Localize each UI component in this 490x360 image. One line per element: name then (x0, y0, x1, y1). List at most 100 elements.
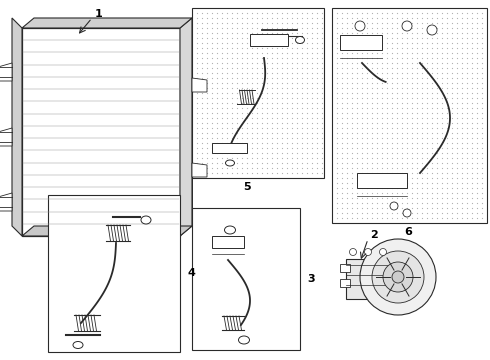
Point (358, 180, 366, 186)
Point (448, 155, 456, 161)
Point (218, 120, 226, 126)
Point (468, 165, 476, 171)
Point (478, 65, 486, 71)
Point (353, 115, 361, 121)
Point (273, 75, 281, 81)
Point (448, 130, 456, 136)
Point (343, 170, 351, 176)
Point (198, 165, 206, 171)
Point (208, 125, 216, 131)
Point (233, 10, 241, 16)
Point (233, 40, 241, 46)
Point (233, 25, 241, 31)
Point (338, 90, 346, 96)
Point (333, 100, 341, 106)
Point (293, 45, 301, 51)
Point (458, 85, 466, 91)
Point (438, 35, 446, 41)
Point (263, 15, 271, 21)
Point (463, 40, 471, 46)
Point (288, 60, 296, 66)
Point (288, 165, 296, 171)
Point (358, 205, 366, 211)
Point (273, 135, 281, 141)
Point (343, 35, 351, 41)
Point (268, 20, 276, 26)
Point (253, 155, 261, 161)
Polygon shape (22, 226, 192, 236)
Point (308, 170, 316, 176)
Point (223, 85, 231, 91)
Point (358, 185, 366, 191)
Point (263, 165, 271, 171)
Point (358, 70, 366, 76)
Point (298, 45, 306, 51)
Bar (340, 264, 350, 272)
Point (478, 95, 486, 101)
Point (378, 15, 386, 21)
Ellipse shape (73, 342, 83, 348)
Point (343, 190, 351, 196)
Point (403, 165, 411, 171)
Point (248, 85, 256, 91)
Point (393, 60, 401, 66)
Point (193, 100, 201, 106)
Point (213, 65, 221, 71)
Point (453, 150, 461, 156)
Point (238, 130, 246, 136)
Point (403, 125, 411, 131)
Point (368, 100, 376, 106)
Point (433, 205, 441, 211)
Point (458, 30, 466, 36)
Point (333, 80, 341, 86)
Point (313, 140, 321, 146)
Point (403, 140, 411, 146)
Point (438, 80, 446, 86)
Point (308, 140, 316, 146)
Text: 4: 4 (187, 269, 195, 279)
Point (418, 155, 426, 161)
Point (453, 105, 461, 111)
Point (433, 10, 441, 16)
Point (208, 25, 216, 31)
Point (373, 130, 381, 136)
Point (238, 165, 246, 171)
Point (283, 10, 291, 16)
Point (303, 25, 311, 31)
Point (428, 105, 436, 111)
Point (373, 200, 381, 206)
Point (208, 60, 216, 66)
Point (283, 130, 291, 136)
Point (318, 95, 326, 101)
Point (428, 135, 436, 141)
Ellipse shape (239, 336, 249, 344)
Point (253, 80, 261, 86)
Point (408, 185, 416, 191)
Point (218, 90, 226, 96)
Point (423, 140, 431, 146)
Point (218, 125, 226, 131)
Point (363, 105, 371, 111)
Point (338, 145, 346, 151)
Point (343, 205, 351, 211)
Point (288, 170, 296, 176)
Point (278, 10, 286, 16)
Point (438, 145, 446, 151)
Point (253, 120, 261, 126)
Point (353, 100, 361, 106)
Point (368, 110, 376, 116)
Point (283, 30, 291, 36)
Point (393, 140, 401, 146)
Point (358, 20, 366, 26)
Point (208, 15, 216, 21)
Point (408, 65, 416, 71)
Point (413, 130, 421, 136)
Point (308, 20, 316, 26)
Point (458, 100, 466, 106)
Point (308, 65, 316, 71)
Point (373, 50, 381, 56)
Point (373, 35, 381, 41)
Point (398, 20, 406, 26)
Point (338, 80, 346, 86)
Point (383, 60, 391, 66)
